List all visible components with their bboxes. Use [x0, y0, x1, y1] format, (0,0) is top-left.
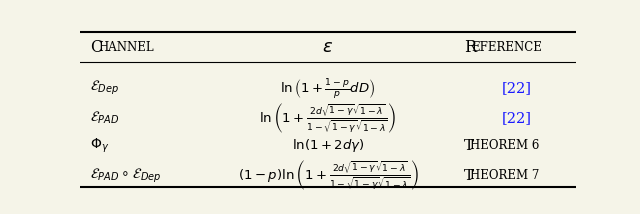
- Text: [22]: [22]: [502, 81, 531, 95]
- Text: HEOREM 6: HEOREM 6: [470, 140, 540, 152]
- Text: $\ln\left(1 + \frac{2d\sqrt{1-\gamma}\sqrt{1-\lambda}}{1-\sqrt{1-\gamma}\sqrt{1-: $\ln\left(1 + \frac{2d\sqrt{1-\gamma}\sq…: [259, 101, 397, 135]
- Text: HANNEL: HANNEL: [98, 41, 154, 54]
- Text: C: C: [90, 39, 102, 56]
- Text: [22]: [22]: [502, 111, 531, 125]
- Text: $(1-p)\ln\left(1 + \frac{2d\sqrt{1-\gamma}\sqrt{1-\lambda}}{1-\sqrt{1-\gamma}\sq: $(1-p)\ln\left(1 + \frac{2d\sqrt{1-\gamm…: [237, 159, 419, 192]
- Text: $\Phi_{\gamma}$: $\Phi_{\gamma}$: [90, 137, 109, 155]
- Text: $\mathcal{E}_{Dep}$: $\mathcal{E}_{Dep}$: [90, 79, 119, 97]
- Text: $\varepsilon$: $\varepsilon$: [323, 38, 333, 56]
- Text: $\mathcal{E}_{PAD}$: $\mathcal{E}_{PAD}$: [90, 110, 119, 126]
- Text: $\mathcal{E}_{PAD} \circ \mathcal{E}_{Dep}$: $\mathcal{E}_{PAD} \circ \mathcal{E}_{De…: [90, 166, 161, 185]
- Text: HEOREM 7: HEOREM 7: [470, 169, 540, 182]
- Text: R: R: [465, 39, 477, 56]
- Text: $\ln\left(1 + \frac{1-p}{p}dD\right)$: $\ln\left(1 + \frac{1-p}{p}dD\right)$: [280, 76, 376, 101]
- Text: EFERENCE: EFERENCE: [472, 41, 543, 54]
- Text: $\ln(1 + 2d\gamma)$: $\ln(1 + 2d\gamma)$: [292, 137, 364, 155]
- Text: T: T: [463, 139, 474, 153]
- Text: T: T: [463, 169, 474, 183]
